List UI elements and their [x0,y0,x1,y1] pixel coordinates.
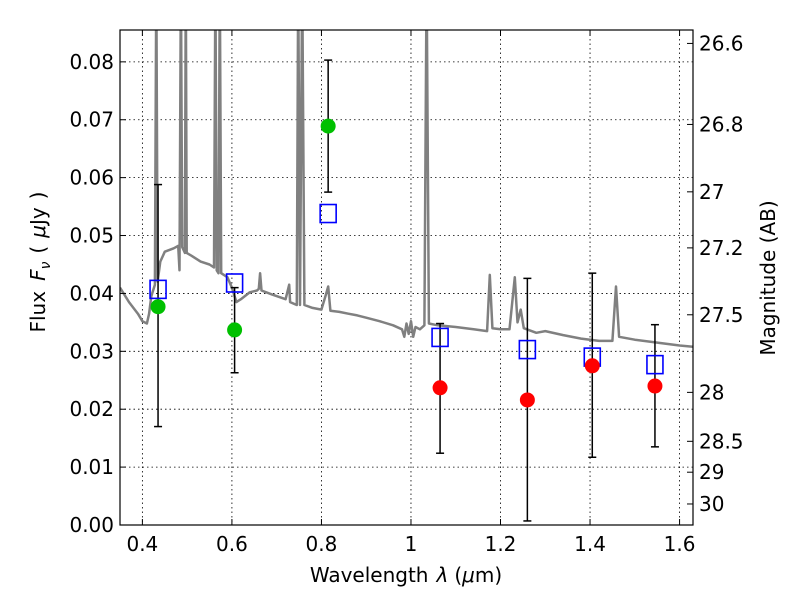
upper-limit-marker [519,392,535,408]
y-tick-label: 0.01 [69,455,114,479]
x-tick-label: 0.8 [306,532,338,556]
model-band-marker [431,327,449,348]
x-tick-label: 1.2 [485,532,517,556]
y-axis-label: FluxFν(μJy) [26,191,54,332]
y2-tick-label: 26.6 [699,31,744,55]
measured-points [150,118,663,408]
y-tick-label: 0.07 [69,108,114,132]
detection-marker [320,118,336,134]
grid [120,30,693,526]
model-spectrum [120,30,693,348]
model-band-marker [319,203,337,224]
error-bars [154,59,659,522]
model-spectrum-line [120,30,693,348]
x-tick-label: 1.6 [664,532,696,556]
model-band-marker [518,339,537,360]
y2-tick-label: 27 [699,180,724,204]
upper-limit-marker [647,378,663,394]
plot-frame [119,29,694,526]
x-tick-label: 0.4 [126,532,158,556]
x-tick-label: 1.4 [574,532,606,556]
model-band-marker [149,279,167,300]
y-tick-label: 0.08 [69,50,114,74]
model-band-points [149,203,664,375]
x-tick-label: 1 [405,532,418,556]
detection-marker [150,299,166,315]
upper-limit-marker [584,358,600,374]
y2-tick-label: 28.5 [699,429,744,453]
y2-tick-label: 27.2 [699,236,744,260]
y2-axis-label: Magnitude (AB) [756,200,780,355]
y2-tick-label: 28 [699,380,724,404]
y-tick-label: 0.04 [69,281,114,305]
y2-tick-label: 26.8 [699,112,744,136]
y-tick-label: 0.00 [69,513,114,537]
x-axis-label: Wavelength λ (μm) [310,563,502,587]
y-tick-label: 0.06 [69,166,114,190]
y2-tick-label: 30 [699,492,724,516]
y2-tick-label: 29 [699,460,724,484]
model-band-marker [646,354,664,375]
x-axis-ticks: 0.4 0.6 0.8 1 1.2 1.4 1.6 [126,30,695,556]
model-band-marker [225,273,244,293]
detection-marker [227,322,243,338]
y-axis-ticks: 0.00 0.01 0.02 0.03 0.04 0.05 0.06 0.07 0.08 [69,50,126,537]
upper-limit-marker [432,380,448,396]
y-tick-label: 0.02 [69,397,114,421]
y2-axis-ticks: 26.6 26.8 27 27.2 27.5 28 28.5 29 30 [687,31,744,516]
y2-tick-label: 27.5 [699,303,744,327]
y-tick-label: 0.05 [69,224,114,248]
y-tick-label: 0.03 [69,339,114,363]
x-tick-label: 0.6 [216,532,248,556]
